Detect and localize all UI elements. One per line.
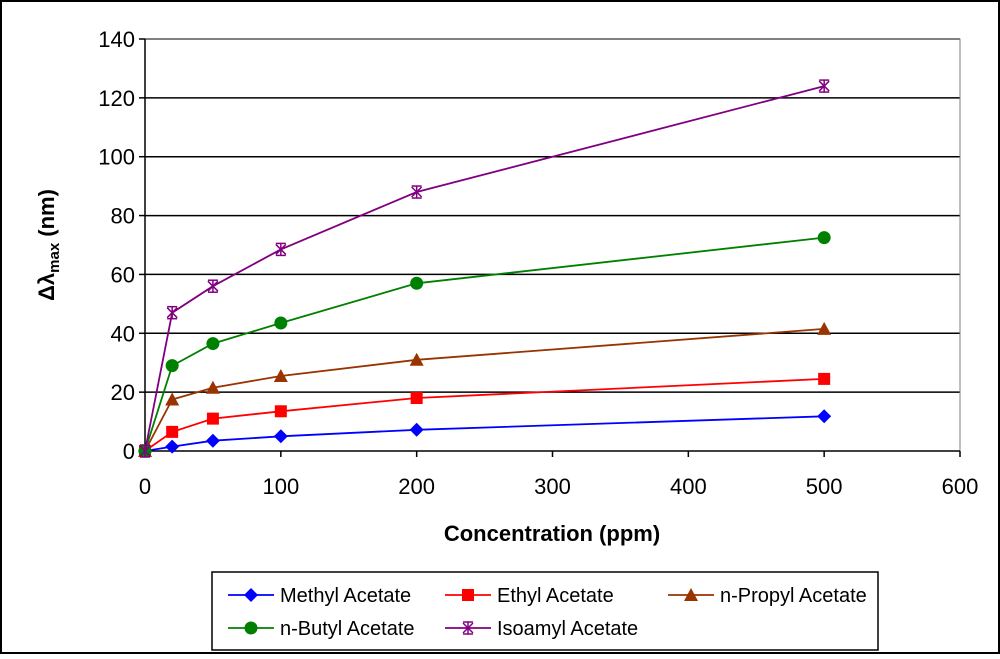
series-isoamyl-acetate xyxy=(139,79,830,458)
x-tick-label: 400 xyxy=(670,474,707,499)
y-tick-label: 120 xyxy=(98,86,135,111)
data-point-isoamyl-acetate xyxy=(275,242,287,257)
legend-marker xyxy=(244,621,258,635)
data-point-n-butyl-acetate xyxy=(817,231,831,245)
x-tick-label: 500 xyxy=(806,474,843,499)
data-point-n-propyl-acetate xyxy=(409,352,424,366)
data-point-isoamyl-acetate xyxy=(139,444,151,458)
x-tick-label: 100 xyxy=(262,474,299,499)
legend-item-methyl-acetate: Methyl Acetate xyxy=(228,585,411,607)
data-point-n-butyl-acetate xyxy=(274,316,288,330)
x-tick-label: 0 xyxy=(139,474,151,499)
data-point-n-propyl-acetate xyxy=(817,321,832,335)
series-group xyxy=(138,79,832,458)
x-tick-label: 600 xyxy=(942,474,979,499)
data-point-n-propyl-acetate xyxy=(165,392,180,406)
series-line-n-butyl-acetate xyxy=(144,236,825,452)
data-point-n-butyl-acetate xyxy=(165,359,179,373)
data-point-isoamyl-acetate xyxy=(166,305,178,320)
y-tick-label: 140 xyxy=(98,27,135,52)
y-tick-label: 40 xyxy=(111,321,135,346)
legend-label: Isoamyl Acetate xyxy=(497,618,638,640)
legend-label: Ethyl Acetate xyxy=(497,585,614,607)
series-line-n-propyl-acetate xyxy=(144,328,825,452)
data-point-methyl-acetate xyxy=(273,429,288,444)
legend-entries: Methyl Acetate Ethyl Acetate n-Propyl Acet… xyxy=(228,585,867,640)
legend-item-n-propyl-acetate: n-Propyl Acetate xyxy=(668,585,867,607)
y-axis-label-unit: (nm) xyxy=(34,189,59,243)
series-n-propyl-acetate xyxy=(138,321,832,457)
legend-marker xyxy=(684,588,698,601)
x-axis-label: Concentration (ppm) xyxy=(444,521,660,546)
data-point-ethyl-acetate xyxy=(274,405,287,418)
data-point-n-butyl-acetate xyxy=(206,337,220,351)
data-point-ethyl-acetate xyxy=(818,372,831,385)
legend-label: n-Propyl Acetate xyxy=(720,585,867,607)
legend-item-isoamyl-acetate: Isoamyl Acetate xyxy=(445,618,638,640)
y-tick-label: 20 xyxy=(111,380,135,405)
data-point-methyl-acetate xyxy=(205,433,220,448)
data-point-ethyl-acetate xyxy=(410,392,423,405)
data-point-n-propyl-acetate xyxy=(273,368,288,382)
y-tick-label: 0 xyxy=(123,439,135,464)
y-axis-label-subscript: max xyxy=(46,242,63,273)
legend xyxy=(211,571,879,651)
legend-label: Methyl Acetate xyxy=(280,585,411,607)
data-point-isoamyl-acetate xyxy=(411,185,423,199)
legend-label: n-Butyl Acetate xyxy=(280,618,415,640)
x-tick-label: 200 xyxy=(398,474,435,499)
data-point-methyl-acetate xyxy=(165,439,180,454)
y-tick-label: 80 xyxy=(111,204,135,229)
y-tick-label: 100 xyxy=(98,145,135,170)
legend-marker xyxy=(244,588,258,602)
data-point-isoamyl-acetate xyxy=(818,79,830,93)
data-point-isoamyl-acetate xyxy=(207,279,219,293)
data-point-ethyl-acetate xyxy=(166,425,179,438)
data-point-ethyl-acetate xyxy=(206,412,219,425)
y-axis-label: Δλmax (nm) xyxy=(34,189,63,301)
y-tick-label: 60 xyxy=(111,262,135,287)
data-point-n-propyl-acetate xyxy=(205,380,220,394)
data-point-n-butyl-acetate xyxy=(410,276,424,290)
legend-item-ethyl-acetate: Ethyl Acetate xyxy=(445,585,614,607)
data-point-methyl-acetate xyxy=(817,409,832,424)
x-tick-label: 300 xyxy=(534,474,571,499)
axes: 0 20 40 60 80 100 120 140 0 100 200 300 400 500 600 xyxy=(98,27,978,499)
series-line-isoamyl-acetate xyxy=(144,85,825,452)
data-point-methyl-acetate xyxy=(409,422,424,437)
legend-marker xyxy=(462,621,474,635)
legend-marker xyxy=(462,589,474,601)
y-axis-label-main: Δλ xyxy=(34,273,59,301)
legend-item-n-butyl-acetate: n-Butyl Acetate xyxy=(228,618,415,640)
series-ethyl-acetate xyxy=(139,372,831,457)
